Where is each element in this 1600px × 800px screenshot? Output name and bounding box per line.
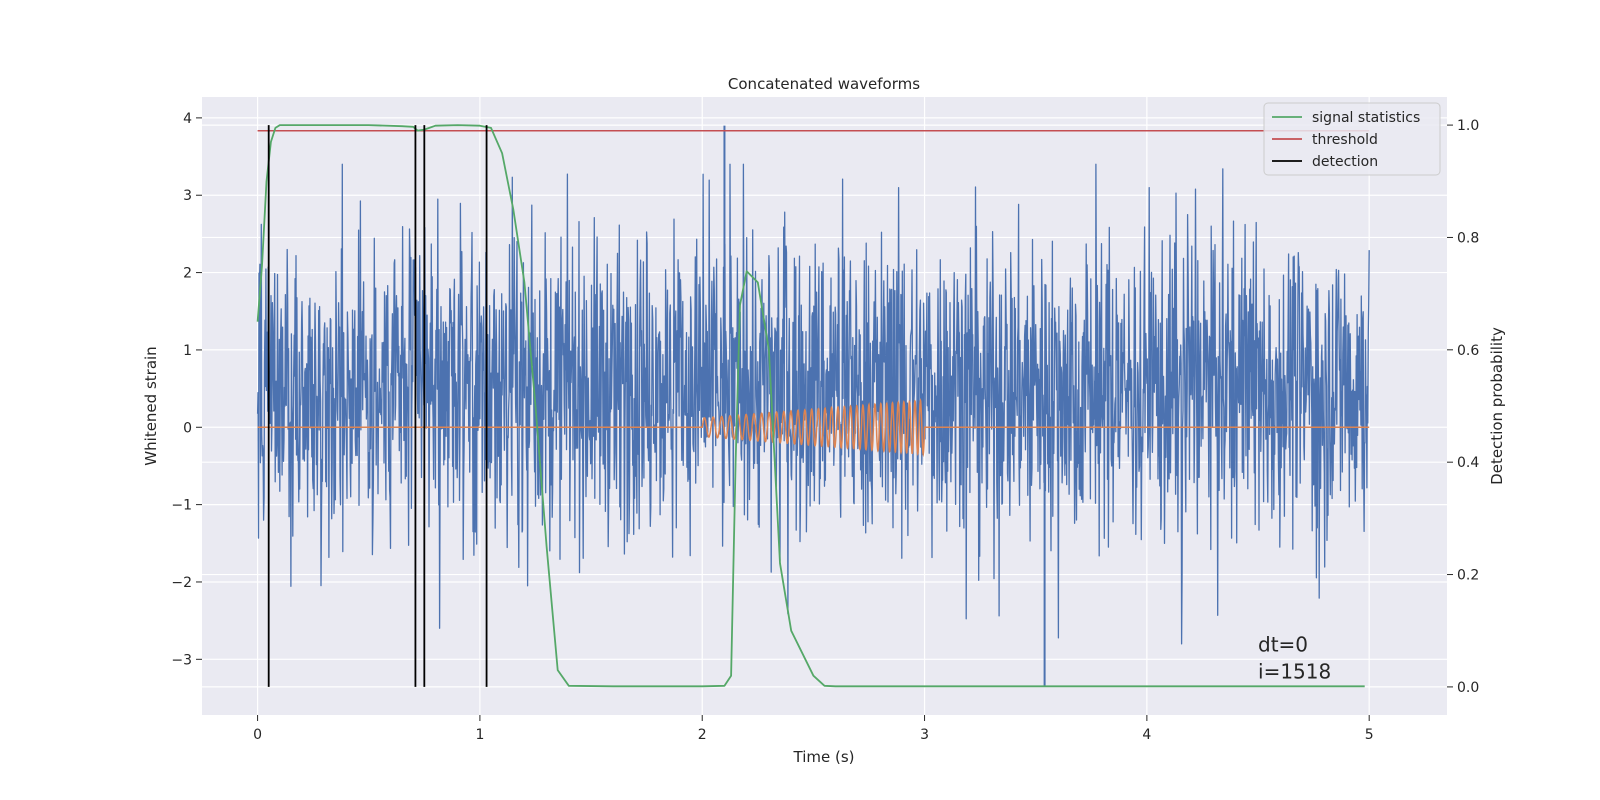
y-axis-right: 0.0 0.2 0.4 0.6 0.8 1.0 <box>1447 118 1479 696</box>
x-tick-label: 4 <box>1142 727 1151 743</box>
y2-tick-label: 0.6 <box>1457 343 1479 359</box>
x-axis: 0 1 2 3 4 5 <box>253 715 1374 743</box>
signal-statistics-line <box>256 124 1365 688</box>
annotations: dt=0 i=1518 <box>1258 633 1331 684</box>
y-tick-label: 4 <box>183 111 192 127</box>
injected-signal-series <box>257 397 1370 458</box>
noise-line <box>256 163 1370 645</box>
y2-tick-label: 0.4 <box>1457 455 1479 471</box>
legend-label: signal statistics <box>1312 110 1420 126</box>
x-tick-label: 5 <box>1365 727 1374 743</box>
detection-series <box>267 125 488 687</box>
legend: signal statistics threshold detection <box>1263 102 1441 176</box>
y2-tick-label: 0.8 <box>1457 230 1479 246</box>
y-axis-left: −3 −2 −1 0 1 2 3 4 <box>171 111 202 668</box>
x-tick-label: 2 <box>698 727 707 743</box>
x-axis-label: Time (s) <box>793 748 855 766</box>
annotation-text: i=1518 <box>1258 660 1331 684</box>
y-tick-label: 0 <box>183 420 192 436</box>
y-axis-label: Whitened strain <box>142 346 160 465</box>
y-tick-label: −3 <box>171 652 192 668</box>
y-tick-label: 3 <box>183 188 192 204</box>
y-tick-label: 2 <box>183 266 192 282</box>
y-tick-label: −1 <box>171 498 192 514</box>
y2-tick-label: 0.0 <box>1457 680 1479 696</box>
noise-series <box>256 125 1370 687</box>
legend-label: threshold <box>1312 132 1378 148</box>
x-tick-label: 3 <box>920 727 929 743</box>
y2-axis-label: Detection probability <box>1488 327 1506 485</box>
annotation-text: dt=0 <box>1258 633 1308 657</box>
signal-statistics-series <box>256 124 1365 688</box>
legend-label: detection <box>1312 154 1378 170</box>
y2-tick-label: 1.0 <box>1457 118 1479 134</box>
legend-box <box>1263 102 1441 176</box>
x-tick-label: 1 <box>475 727 484 743</box>
y-tick-label: 1 <box>183 343 192 359</box>
y-tick-label: −2 <box>171 575 192 591</box>
x-tick-label: 0 <box>253 727 262 743</box>
y2-tick-label: 0.2 <box>1457 568 1479 584</box>
injected-signal-line <box>257 397 1370 458</box>
chart-title: Concatenated waveforms <box>728 75 920 93</box>
